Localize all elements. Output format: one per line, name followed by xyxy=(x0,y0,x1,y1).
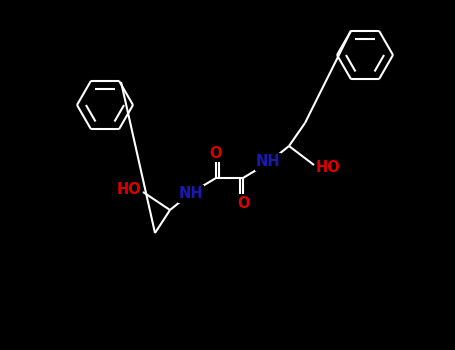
Text: NH: NH xyxy=(256,154,280,169)
Text: NH: NH xyxy=(179,187,203,202)
Text: O: O xyxy=(210,146,222,161)
Text: HO: HO xyxy=(116,182,141,197)
Text: O: O xyxy=(237,196,249,210)
Text: HO: HO xyxy=(316,160,341,175)
